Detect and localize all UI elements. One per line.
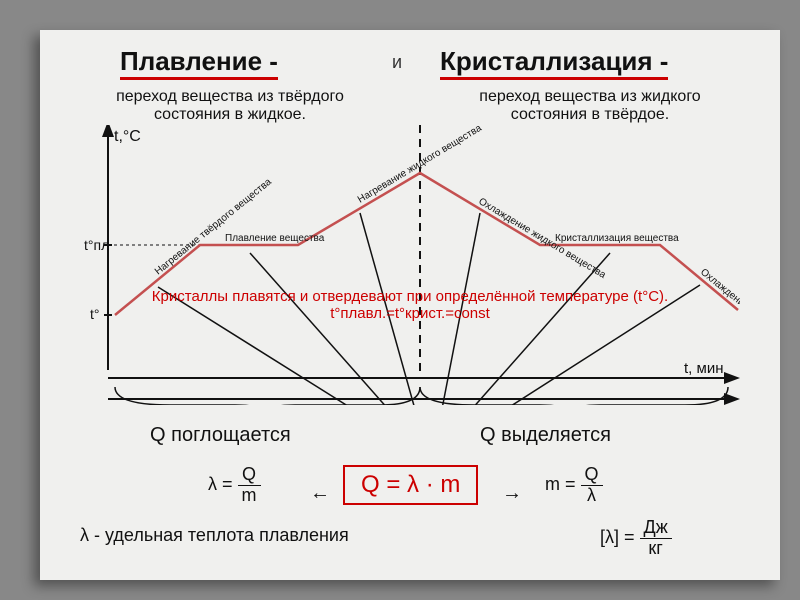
q-absorbed-label: Q поглощается xyxy=(150,424,291,447)
seg5-label: Кристаллизация вещества xyxy=(555,233,679,244)
title-crystallization: Кристаллизация - xyxy=(440,46,668,80)
seg3-label: Нагревание жидкого вещества xyxy=(356,125,484,206)
formula-lambda: λ = Qm xyxy=(208,465,261,506)
seg2-label: Плавление вещества xyxy=(225,233,325,244)
formula-m: m = Qλ xyxy=(545,465,603,506)
phase-graph: t,°C t, мин Q, Дж t°пл t° Нагревание твё… xyxy=(80,125,740,405)
arrow-left-icon: ← xyxy=(310,482,330,505)
lambda-units: [λ] = Джкг xyxy=(600,518,672,559)
arrow-right-icon: → xyxy=(502,482,522,505)
definition-melting: переход вещества из твёрдого состояния в… xyxy=(80,88,380,124)
center-note: Кристаллы плавятся и отвердевают при опр… xyxy=(120,288,700,322)
brace-absorb xyxy=(115,387,420,405)
title-and: и xyxy=(392,52,402,73)
formula-main: Q = λ · m xyxy=(343,465,478,505)
y-axis-label: t,°C xyxy=(114,128,141,145)
seg1-label: Нагревание твёрдого вещества xyxy=(153,176,274,277)
lambda-definition: λ - удельная теплота плавления xyxy=(80,525,349,546)
y-tick-start: t° xyxy=(90,306,100,322)
x-axis-top-label: t, мин xyxy=(684,360,723,377)
definition-crystallization: переход вещества из жидкого состояния в … xyxy=(440,88,740,124)
title-melting: Плавление - xyxy=(120,46,278,80)
q-released-label: Q выделяется xyxy=(480,424,611,447)
page: Плавление - и Кристаллизация - переход в… xyxy=(40,30,780,580)
